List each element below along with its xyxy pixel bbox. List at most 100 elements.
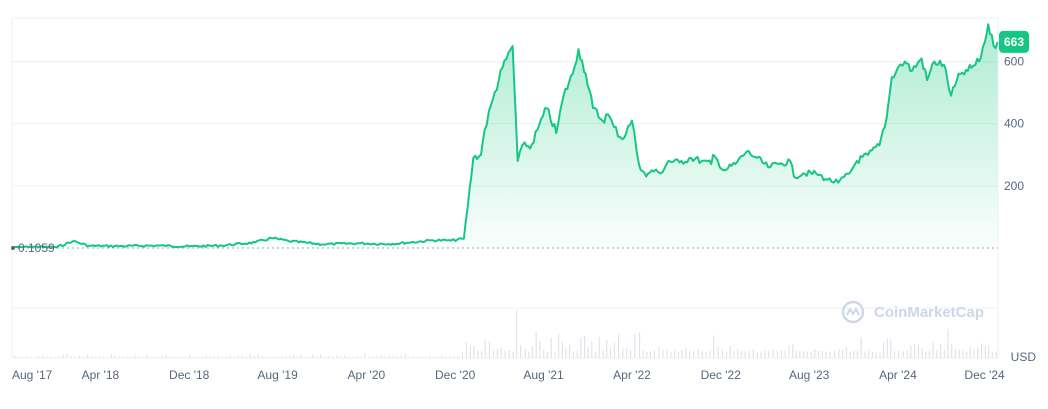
volume-bar: [932, 341, 934, 358]
volume-bar: [46, 356, 48, 358]
volume-bar: [332, 356, 334, 358]
volume-bar: [653, 350, 655, 358]
volume-bar: [638, 332, 641, 358]
volume-bar: [936, 350, 938, 358]
volume-bar: [95, 356, 97, 358]
volume-bar: [78, 355, 81, 358]
volume-bar: [201, 357, 203, 358]
volume-bar: [772, 349, 774, 358]
volume-bar: [658, 346, 660, 358]
volume-bar: [384, 356, 386, 358]
volume-bar: [947, 328, 949, 358]
volume-bar: [689, 351, 691, 358]
volume-bar: [833, 350, 836, 358]
volume-bar: [606, 340, 608, 358]
x-tick-label: Aug '21: [523, 368, 564, 382]
current-price-badge: 663: [999, 30, 1029, 53]
volume-bar: [966, 351, 968, 358]
volume-bar: [512, 351, 514, 358]
volume-bar: [853, 350, 855, 358]
volume-bar: [784, 350, 786, 358]
volume-bar: [845, 347, 847, 358]
volume-bar: [38, 356, 40, 358]
volume-bar: [372, 356, 374, 358]
volume-bar: [642, 350, 644, 358]
volume-bar: [740, 351, 743, 358]
volume-bar: [598, 337, 600, 358]
volume-bar: [685, 348, 687, 358]
volume-bar: [973, 349, 975, 358]
volume-bar: [768, 350, 770, 358]
volume-bar: [453, 356, 455, 358]
volume-bar: [821, 351, 823, 358]
volume-bar: [969, 347, 971, 358]
volume-bar: [748, 350, 750, 358]
volume-bar: [441, 355, 443, 358]
volume-bar: [400, 355, 402, 358]
volume-bar: [609, 348, 612, 358]
volume-bar: [977, 347, 979, 358]
volume-bar: [461, 351, 463, 358]
volume-bar: [910, 345, 912, 358]
volume-bar: [897, 350, 900, 358]
volume-bar: [725, 351, 728, 358]
volume-bar: [674, 349, 676, 358]
coinmarketcap-logo: CoinMarketCap: [841, 300, 984, 324]
volume-bar: [324, 356, 326, 358]
volume-bar: [217, 356, 219, 358]
volume-bar: [380, 355, 382, 358]
volume-bar: [360, 356, 362, 358]
volume-bar: [928, 351, 931, 358]
volume-bar: [626, 348, 628, 358]
volume-bar: [871, 352, 874, 358]
volume-bar: [535, 331, 537, 358]
volume-bar: [449, 356, 451, 358]
volume-bar: [209, 356, 211, 358]
volume-bar: [197, 357, 199, 358]
volume-bar: [591, 342, 593, 358]
volume-bar: [158, 357, 160, 358]
volume-bar: [193, 357, 195, 358]
volume-bar: [646, 352, 648, 358]
volume-bar: [340, 356, 342, 358]
x-tick-label: Dec '24: [964, 368, 1005, 382]
volume-bar: [181, 356, 183, 358]
volume-bar: [565, 348, 567, 358]
volume-bar: [118, 356, 120, 358]
volume-bar: [594, 351, 597, 358]
volume-bar: [296, 356, 298, 358]
volume-bar: [733, 351, 735, 358]
volume-bar: [764, 350, 766, 358]
x-tick-label: Apr '18: [82, 368, 120, 382]
volume-bar: [995, 351, 997, 358]
volume-bar: [613, 342, 615, 358]
volume-bar: [829, 351, 831, 358]
volume-bar: [838, 349, 840, 358]
volume-bar: [962, 350, 964, 358]
volume-bar: [445, 356, 447, 358]
volume-bar: [879, 351, 881, 358]
volume-bar: [795, 350, 797, 358]
volume-bar: [22, 357, 24, 358]
volume-bar: [539, 341, 541, 358]
volume-bar: [984, 346, 986, 358]
volume-bar: [649, 351, 651, 358]
volume-bar: [543, 349, 545, 358]
volume-bar: [433, 356, 435, 358]
volume-bar: [493, 350, 495, 358]
volume-bar: [890, 339, 892, 358]
x-tick-label: Apr '20: [348, 368, 386, 382]
volume-bar: [14, 355, 16, 358]
volume-bar: [524, 348, 526, 358]
volume-bar: [42, 355, 44, 358]
volume-bar: [473, 346, 475, 358]
volume-bar: [320, 354, 322, 358]
volume-bar: [737, 348, 739, 358]
volume-bar: [257, 353, 259, 358]
volume-bar: [312, 354, 314, 358]
price-line: [11, 23, 999, 249]
volume-bar: [584, 335, 586, 358]
volume-bar: [618, 333, 620, 358]
volume-bar: [697, 348, 699, 358]
volume-bar: [114, 355, 116, 358]
